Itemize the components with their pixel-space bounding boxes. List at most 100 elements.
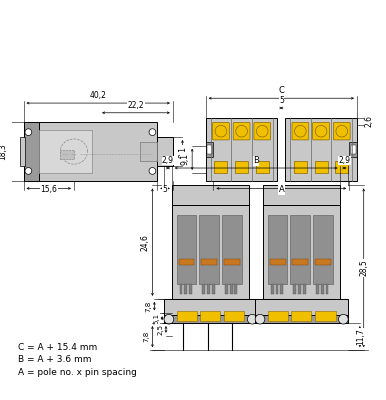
Bar [157, 137, 173, 166]
FancyBboxPatch shape [313, 122, 330, 140]
Bar [294, 161, 307, 173]
Bar [316, 284, 319, 294]
Text: 22,2: 22,2 [128, 101, 144, 110]
Bar [270, 259, 286, 265]
Text: 2,6: 2,6 [365, 116, 374, 128]
Bar [202, 284, 205, 294]
FancyBboxPatch shape [233, 122, 250, 140]
Text: 28,5: 28,5 [360, 260, 369, 276]
FancyBboxPatch shape [254, 122, 271, 140]
Circle shape [164, 314, 174, 324]
Circle shape [255, 314, 265, 324]
FancyBboxPatch shape [334, 122, 350, 140]
Bar [325, 284, 328, 294]
Bar [140, 142, 157, 161]
Text: 5: 5 [279, 96, 284, 105]
Circle shape [236, 125, 247, 137]
FancyBboxPatch shape [292, 122, 309, 140]
Circle shape [339, 314, 348, 324]
Bar [313, 214, 333, 284]
Text: C = A + 15.4 mm: C = A + 15.4 mm [18, 343, 97, 352]
Bar [200, 312, 220, 321]
FancyBboxPatch shape [213, 122, 229, 140]
Bar [293, 284, 296, 294]
Bar [39, 130, 92, 173]
Bar [164, 315, 257, 323]
Bar [280, 284, 283, 294]
Circle shape [295, 125, 306, 137]
Circle shape [215, 125, 227, 137]
Bar [303, 284, 306, 294]
Text: 7,8: 7,8 [146, 300, 151, 312]
Bar [172, 205, 249, 299]
Bar [206, 142, 213, 157]
Bar [207, 145, 212, 154]
Bar [20, 137, 25, 166]
Text: 2,5: 2,5 [157, 324, 163, 335]
Bar [256, 161, 269, 173]
Bar [60, 150, 74, 159]
Circle shape [149, 168, 156, 174]
Circle shape [315, 125, 327, 137]
Text: 9,1: 9,1 [180, 153, 189, 165]
Bar [225, 284, 228, 294]
Bar [177, 214, 196, 284]
Circle shape [336, 125, 347, 137]
Text: 11,7: 11,7 [356, 328, 365, 345]
Bar [177, 312, 197, 321]
Bar [255, 299, 348, 316]
Bar [201, 259, 217, 265]
Circle shape [149, 129, 156, 136]
Text: 24,6: 24,6 [141, 234, 149, 250]
Bar [335, 161, 348, 173]
Bar [199, 214, 219, 284]
Bar [315, 259, 331, 265]
Bar [268, 312, 288, 321]
Bar [230, 284, 232, 294]
Text: 9,1: 9,1 [179, 146, 188, 158]
Bar [185, 284, 187, 294]
Bar [292, 259, 308, 265]
Bar [189, 284, 192, 294]
Bar [349, 142, 357, 157]
Bar [206, 118, 278, 181]
Bar [222, 214, 242, 284]
Circle shape [25, 129, 32, 136]
Bar [271, 284, 274, 294]
Bar [263, 186, 340, 205]
Bar [164, 299, 257, 316]
Text: A = pole no. x pin spacing: A = pole no. x pin spacing [18, 368, 137, 377]
Bar [290, 214, 310, 284]
Text: 5: 5 [163, 186, 168, 194]
Text: A: A [278, 186, 284, 194]
Circle shape [25, 168, 32, 174]
Bar [224, 259, 240, 265]
Text: B = A + 3.6 mm: B = A + 3.6 mm [18, 356, 91, 364]
Bar [172, 186, 249, 205]
Bar [351, 145, 356, 154]
Bar [268, 214, 288, 284]
Bar [212, 284, 215, 294]
Bar [179, 259, 195, 265]
Bar [315, 312, 335, 321]
Bar [276, 284, 278, 294]
Text: 15,6: 15,6 [40, 186, 57, 194]
Bar [321, 284, 323, 294]
Text: 2,9: 2,9 [338, 156, 350, 165]
Bar [315, 161, 328, 173]
Text: 2,9: 2,9 [162, 156, 174, 165]
Bar [234, 284, 237, 294]
Bar [255, 315, 348, 323]
Text: 18,3: 18,3 [0, 143, 7, 160]
Text: B: B [253, 156, 259, 165]
Text: C: C [278, 86, 284, 95]
Bar [291, 312, 312, 321]
Bar [207, 284, 210, 294]
Text: 7,8: 7,8 [144, 331, 149, 342]
Bar [263, 205, 340, 299]
Circle shape [256, 125, 268, 137]
Bar [24, 122, 157, 181]
Bar [179, 284, 183, 294]
Bar [215, 161, 227, 173]
Circle shape [247, 314, 257, 324]
